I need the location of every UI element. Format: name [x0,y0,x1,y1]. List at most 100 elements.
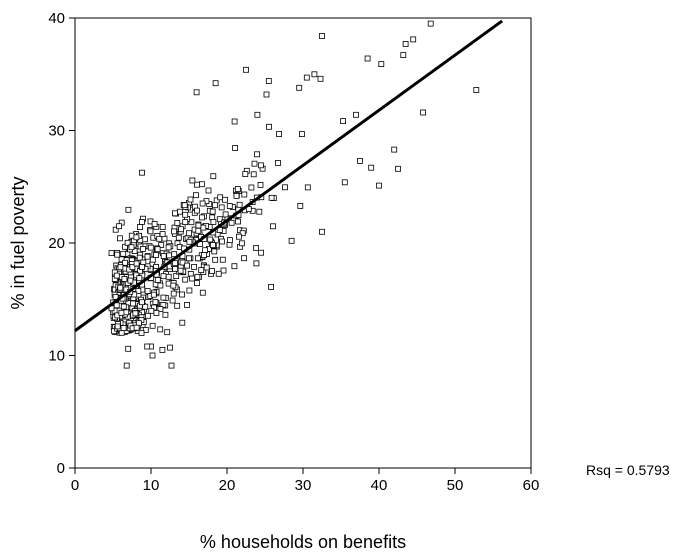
data-point [144,288,151,294]
data-point [265,78,272,84]
data-point [248,184,255,191]
data-point [120,303,127,310]
data-point [124,239,131,246]
data-point [216,216,223,223]
data-point [200,224,207,231]
data-point [217,194,224,201]
data-point [194,280,200,287]
data-point [353,111,359,118]
data-point [198,181,205,188]
data-point [174,219,181,226]
data-point [231,118,238,125]
data-point [117,235,123,242]
y-tick-label: 30 [48,123,65,140]
data-point [219,256,226,263]
data-point [162,311,169,318]
data-point [188,219,195,226]
data-point [160,294,167,301]
data-point [303,74,310,81]
data-point [172,265,179,272]
data-point [232,145,239,151]
data-point [276,131,283,137]
data-point [254,151,261,158]
data-point [251,160,258,167]
data-point [220,267,227,274]
data-point [226,203,233,210]
data-point [175,234,182,241]
data-point [186,238,193,245]
data-point [199,200,206,207]
data-point [258,249,265,256]
data-point [108,250,115,257]
data-point [130,300,137,307]
data-point [133,260,140,267]
data-point [211,202,218,209]
data-point [149,322,156,329]
data-point [157,282,164,289]
data-point [125,345,132,352]
data-point [128,244,135,251]
data-point [254,111,261,118]
data-point [179,259,186,266]
data-point [176,208,183,215]
data-point [133,234,140,241]
data-point [144,343,151,350]
x-tick-label: 40 [371,477,388,494]
x-tick-label: 50 [447,477,464,494]
data-point [144,253,151,260]
data-point [341,179,348,186]
y-axis-ticks: 0 10 20 30 40 [48,10,75,477]
data-point [210,218,217,225]
data-point [250,171,257,178]
data-point [199,214,205,221]
data-point [235,218,242,225]
data-point [194,273,201,280]
x-tick-label: 60 [523,477,540,494]
data-point [153,309,160,316]
data-point [410,36,417,43]
data-point [231,263,238,270]
y-tick-label: 40 [48,10,65,27]
data-point [187,196,194,203]
x-axis-ticks: 0 10 20 30 40 50 60 [71,468,540,494]
data-point [236,201,243,208]
data-point [257,181,264,188]
data-point [473,87,480,93]
data-point [199,289,206,296]
y-tick-label: 0 [57,460,65,477]
data-point [168,362,175,369]
data-point [212,80,219,87]
data-point [319,33,325,39]
data-point [172,260,179,267]
data-point [136,275,143,282]
data-point [156,235,163,242]
data-point [253,260,260,267]
data-point [238,240,245,247]
data-point [364,55,371,62]
rsq-annotation: Rsq = 0.5793 [586,462,670,478]
data-point [378,61,385,67]
data-point [207,236,214,243]
data-point [177,267,184,274]
data-point [165,280,172,287]
data-point [118,309,125,316]
data-point [147,228,154,235]
data-point [133,272,140,279]
data-point [193,89,200,96]
data-point [222,211,229,218]
data-point [242,171,249,178]
data-point [160,273,167,280]
data-point [239,230,246,237]
data-point [182,276,189,283]
data-point [165,273,172,280]
y-tick-label: 20 [48,235,65,252]
data-point [140,245,146,252]
data-point [160,302,167,308]
data-point [129,264,136,271]
data-point [201,252,207,259]
data-point [178,226,184,233]
data-point [298,131,305,138]
data-point [282,184,288,191]
data-point [304,184,311,191]
data-point [122,259,128,266]
